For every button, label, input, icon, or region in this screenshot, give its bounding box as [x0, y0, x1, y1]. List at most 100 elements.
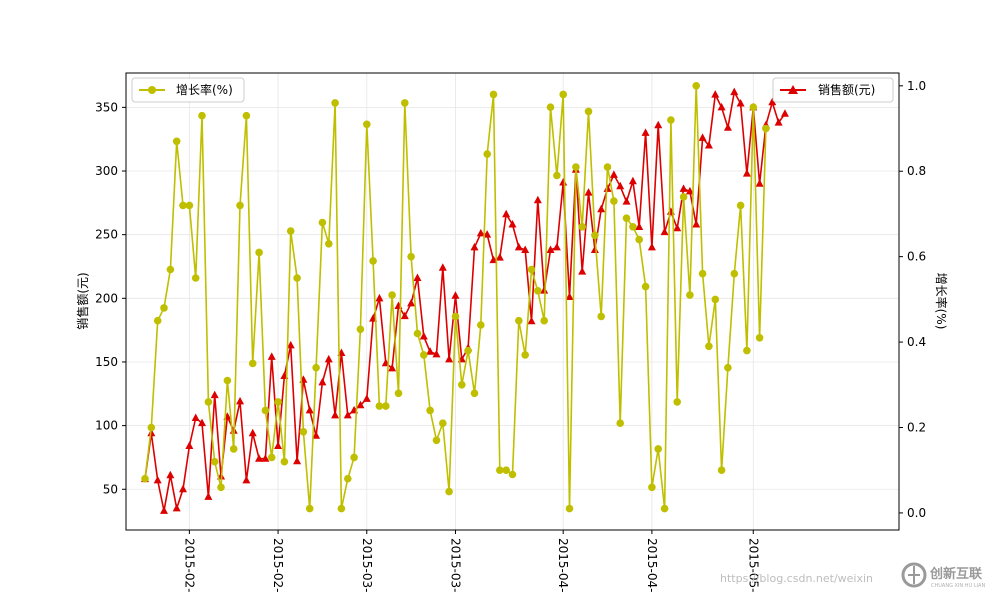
- data-point: [432, 436, 441, 445]
- right-tick-label: 1.0: [907, 79, 926, 93]
- data-point: [489, 90, 498, 99]
- data-point: [236, 201, 244, 210]
- data-point: [185, 441, 194, 449]
- data-point: [635, 222, 644, 231]
- data-point: [629, 223, 637, 231]
- data-point: [610, 197, 618, 205]
- right-tick-label: 0.8: [907, 164, 926, 178]
- data-point: [546, 245, 555, 253]
- data-point: [743, 346, 751, 355]
- left-tick-label: 150: [95, 355, 118, 369]
- data-point: [325, 240, 333, 248]
- data-point: [356, 400, 365, 409]
- legend-left: 增长率(%): [131, 77, 245, 103]
- left-tick-label: 200: [95, 291, 118, 305]
- data-point: [565, 504, 574, 513]
- left-tick-label: 300: [95, 164, 118, 178]
- data-point: [312, 431, 321, 439]
- data-point: [641, 128, 650, 136]
- data-point: [749, 103, 758, 111]
- data-point: [420, 351, 428, 359]
- data-point: [261, 454, 270, 462]
- data-point: [172, 137, 181, 146]
- left-tick-label: 100: [95, 419, 118, 433]
- data-point: [635, 235, 643, 244]
- data-point: [248, 359, 257, 368]
- series-line: [144, 89, 786, 512]
- data-point: [274, 398, 282, 406]
- data-point: [515, 316, 523, 325]
- data-point: [698, 133, 707, 141]
- data-point: [622, 214, 631, 222]
- data-point: [388, 291, 396, 299]
- data-point: [318, 377, 327, 386]
- data-point: [160, 506, 169, 514]
- data-point: [293, 274, 301, 282]
- data-point: [305, 504, 314, 513]
- data-point: [160, 304, 168, 312]
- data-point: [724, 363, 732, 372]
- data-point: [153, 316, 162, 325]
- legend-circle-marker: [148, 86, 156, 94]
- left-axis: 50 100 150 200 250 300 350: [95, 100, 126, 496]
- data-point: [692, 82, 700, 90]
- data-point: [470, 242, 479, 251]
- data-point: [514, 242, 523, 251]
- data-point: [521, 245, 530, 253]
- data-point: [578, 223, 586, 231]
- data-point: [502, 209, 511, 218]
- data-point: [286, 227, 295, 235]
- data-point: [609, 170, 618, 178]
- data-point: [496, 466, 504, 475]
- data-point: [483, 150, 492, 158]
- legend-label-sales: 销售额(元): [818, 82, 875, 97]
- data-point: [534, 287, 542, 295]
- data-point: [267, 352, 276, 360]
- watermark: https://blog.csdn.net/weixin 创新互联 CHUANG…: [720, 554, 1000, 597]
- data-point: [356, 325, 365, 334]
- x-tick-label: 2015-03-: [448, 538, 462, 592]
- data-point: [324, 354, 333, 363]
- data-point: [344, 474, 352, 483]
- watermark-url: https://blog.csdn.net/weixin: [720, 572, 873, 585]
- data-point: [559, 90, 567, 99]
- legend-triangle-marker: [788, 85, 798, 94]
- data-point: [685, 186, 694, 195]
- data-point: [451, 312, 460, 321]
- x-axis: 2015-02- 2015-02- 2015-03- 2015-03- 2015-04-…: [182, 530, 760, 592]
- x-tick-label: 2015-02-: [182, 538, 196, 592]
- data-point: [603, 184, 612, 192]
- data-point: [438, 263, 447, 271]
- data-point: [597, 312, 605, 321]
- right-axis: 0.0 0.2 0.4 0.6 0.8 1.0: [899, 79, 926, 520]
- data-point: [223, 376, 232, 385]
- data-point: [591, 231, 599, 240]
- data-point: [141, 474, 149, 483]
- left-tick-label: 350: [95, 100, 118, 114]
- data-point: [331, 99, 339, 107]
- data-point: [654, 445, 662, 453]
- data-point: [755, 179, 764, 187]
- data-point: [572, 163, 580, 171]
- data-point: [280, 457, 289, 466]
- data-point: [369, 257, 377, 265]
- data-point: [476, 228, 485, 237]
- data-point: [362, 394, 371, 402]
- data-point: [508, 219, 517, 228]
- data-point: [660, 227, 669, 236]
- data-point: [286, 340, 295, 349]
- data-point: [470, 389, 479, 398]
- plot-frame: [125, 72, 900, 531]
- data-point: [711, 295, 720, 304]
- data-point: [248, 428, 257, 437]
- y-axis-label-right: 增长率(%): [934, 273, 949, 330]
- data-point: [375, 293, 384, 302]
- data-point: [255, 454, 264, 462]
- data-point: [616, 181, 625, 190]
- data-point: [540, 316, 548, 325]
- data-point: [198, 111, 206, 120]
- data-point: [679, 193, 688, 201]
- data-point: [147, 423, 156, 432]
- data-point: [730, 269, 739, 278]
